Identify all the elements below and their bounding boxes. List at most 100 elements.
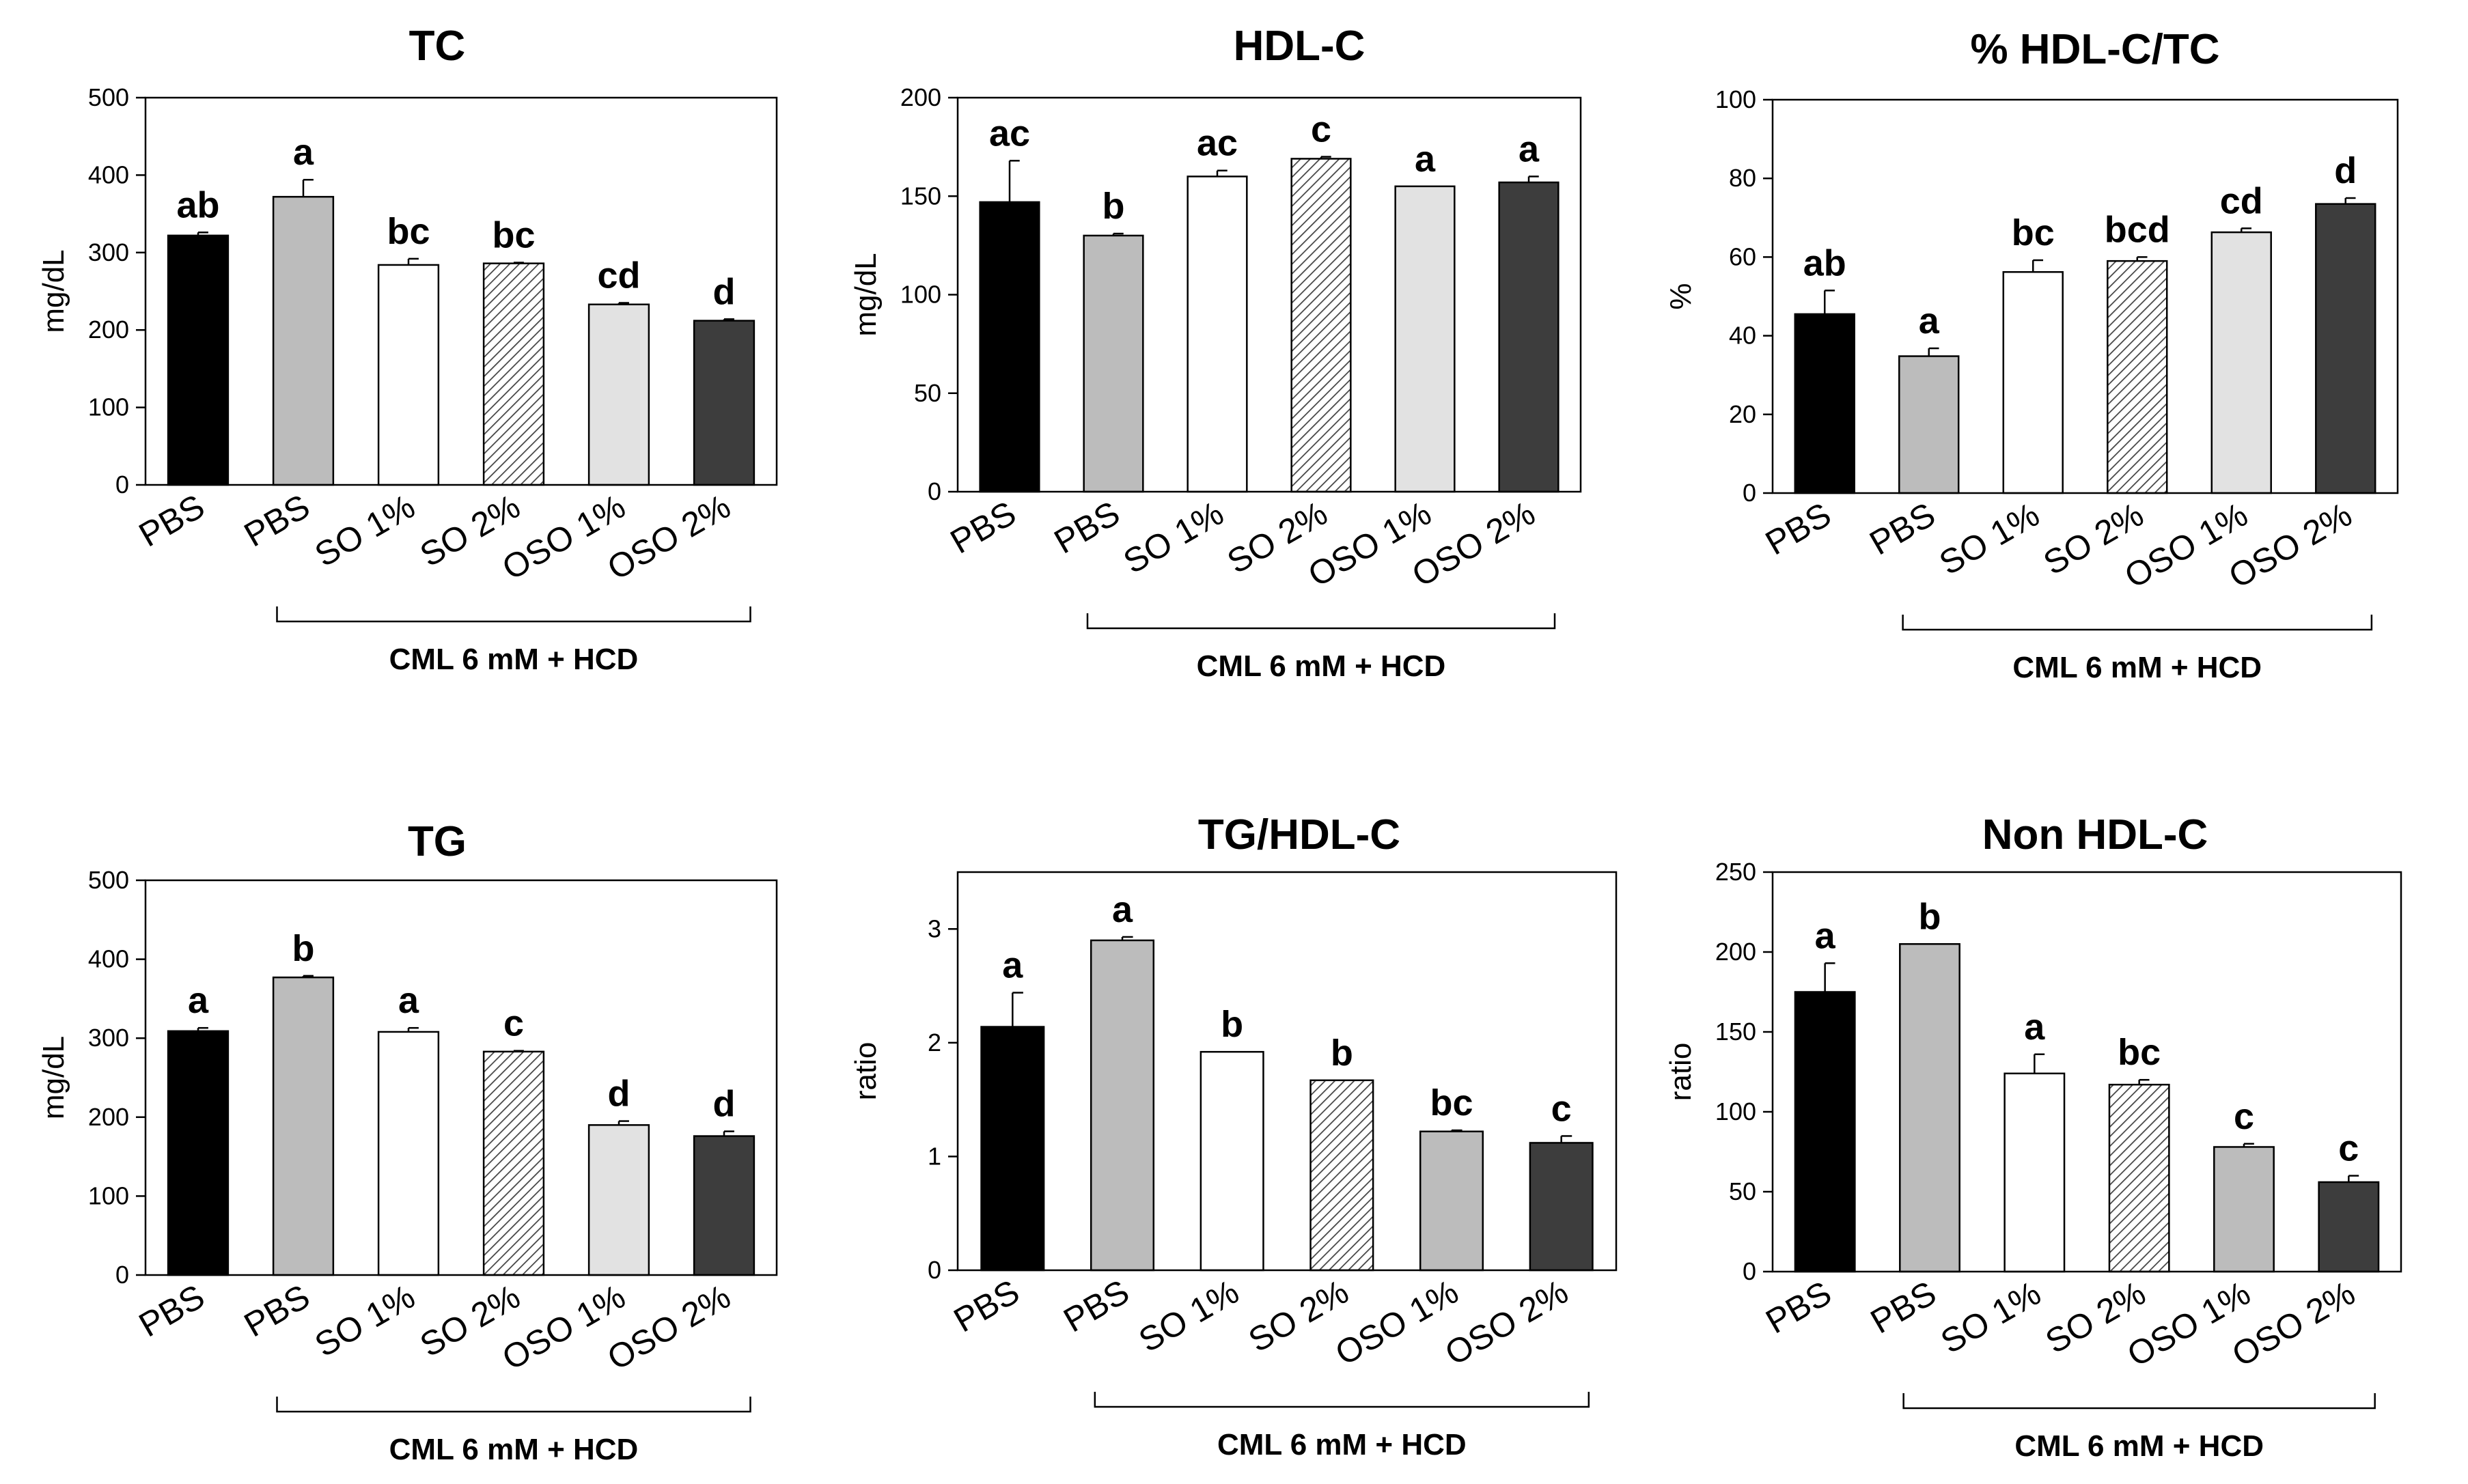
significance-label: c	[2338, 1128, 2359, 1169]
y-tick-label: 3	[928, 914, 941, 942]
bar	[1200, 1050, 1264, 1272]
category-label: SO 1%	[1133, 1272, 1245, 1360]
y-tick-label: 400	[88, 945, 129, 973]
significance-label: b	[1331, 1033, 1353, 1074]
chart-title: Non HDL-C	[1982, 811, 2208, 858]
group-label: CML 6 mM + HCD	[389, 643, 639, 676]
chart-title: % HDL-C/TC	[1970, 26, 2219, 73]
bar	[2318, 1181, 2380, 1273]
significance-label: a	[1112, 889, 1133, 930]
group-label: CML 6 mM + HCD	[2014, 1429, 2264, 1463]
bar	[1187, 176, 1248, 493]
significance-label: a	[188, 980, 209, 1021]
bar	[1083, 234, 1144, 493]
bar	[2210, 231, 2272, 494]
y-tick-label: 0	[115, 1261, 129, 1289]
significance-label: bc	[492, 215, 535, 256]
y-tick-label: 400	[88, 160, 129, 188]
category-label: SO 1%	[308, 1277, 421, 1364]
significance-label: bc	[1430, 1082, 1473, 1123]
bar	[1529, 1142, 1594, 1272]
category-label: PBS	[944, 494, 1023, 561]
group-label: CML 6 mM + HCD	[389, 1433, 639, 1466]
bar	[1419, 1130, 1484, 1272]
bar	[272, 195, 335, 486]
category-label: PBS	[1864, 1274, 1943, 1341]
category-label: SO 1%	[1117, 494, 1230, 581]
bar	[1794, 991, 1856, 1273]
y-tick-label: 20	[1729, 400, 1756, 428]
category-label: PBS	[238, 487, 316, 555]
y-axis-label: mg/dL	[37, 249, 70, 333]
bar	[377, 264, 440, 486]
significance-label: a	[1519, 128, 1540, 169]
group-bracket	[1086, 613, 1556, 630]
y-tick-label: 100	[900, 281, 941, 309]
group-bracket	[1902, 615, 2373, 631]
y-tick-label: 0	[115, 471, 129, 499]
bar	[980, 1026, 1045, 1272]
y-tick-label: 200	[88, 1103, 129, 1131]
bar	[482, 262, 545, 486]
y-axis-label: %	[1664, 283, 1697, 309]
bar	[167, 234, 230, 486]
plot-frame	[1771, 98, 2399, 494]
category-label: OSO 1%	[1329, 1272, 1465, 1373]
bar	[2002, 271, 2064, 494]
bar	[2003, 1072, 2066, 1273]
significance-label: a	[1919, 300, 1940, 341]
bar	[1290, 158, 1352, 493]
bar	[167, 1030, 230, 1276]
bar	[377, 1031, 440, 1276]
chart-title: TC	[409, 23, 466, 70]
significance-label: bc	[387, 211, 430, 252]
bar	[693, 320, 755, 486]
significance-label: cd	[2220, 180, 2263, 221]
y-tick-label: 300	[88, 238, 129, 266]
y-tick-label: 100	[88, 1181, 129, 1209]
significance-label: b	[1221, 1004, 1243, 1045]
chart-title: TG	[408, 818, 467, 865]
y-tick-label: 250	[1715, 858, 1756, 886]
y-tick-label: 100	[1715, 85, 1756, 113]
y-tick-label: 100	[1715, 1097, 1756, 1125]
bar	[1899, 943, 1960, 1273]
plot-frame	[144, 879, 778, 1276]
plot-frame	[1771, 871, 2402, 1273]
significance-label: c	[503, 1003, 524, 1044]
y-tick-label: 200	[900, 83, 941, 111]
y-axis-label: ratio	[1664, 1043, 1697, 1102]
category-label: OSO 2%	[601, 487, 737, 587]
bar	[1898, 355, 1960, 494]
bar	[2213, 1146, 2275, 1273]
significance-label: d	[713, 1084, 736, 1125]
y-tick-label: 300	[88, 1024, 129, 1052]
significance-label: a	[398, 980, 419, 1021]
bar	[587, 303, 650, 486]
significance-label: d	[608, 1074, 630, 1115]
category-label: OSO 2%	[1439, 1272, 1575, 1373]
category-label: PBS	[238, 1277, 316, 1345]
significance-label: b	[292, 928, 315, 969]
y-tick-label: 0	[928, 1256, 941, 1284]
significance-label: bcd	[2105, 209, 2170, 250]
bar	[2315, 203, 2376, 494]
significance-label: b	[1103, 186, 1125, 227]
significance-label: a	[1415, 139, 1436, 180]
category-label: PBS	[1057, 1272, 1136, 1340]
bar	[979, 201, 1040, 493]
category-label: PBS	[1863, 495, 1942, 563]
y-tick-label: 0	[1743, 479, 1756, 507]
significance-label: c	[2234, 1096, 2254, 1137]
bar	[1794, 313, 1855, 494]
y-tick-label: 200	[1715, 938, 1756, 966]
y-tick-label: 0	[928, 477, 941, 505]
y-tick-label: 100	[88, 393, 129, 421]
bar	[1394, 185, 1456, 493]
significance-label: a	[1002, 945, 1023, 986]
y-tick-label: 2	[928, 1028, 941, 1056]
bar	[1309, 1079, 1374, 1272]
